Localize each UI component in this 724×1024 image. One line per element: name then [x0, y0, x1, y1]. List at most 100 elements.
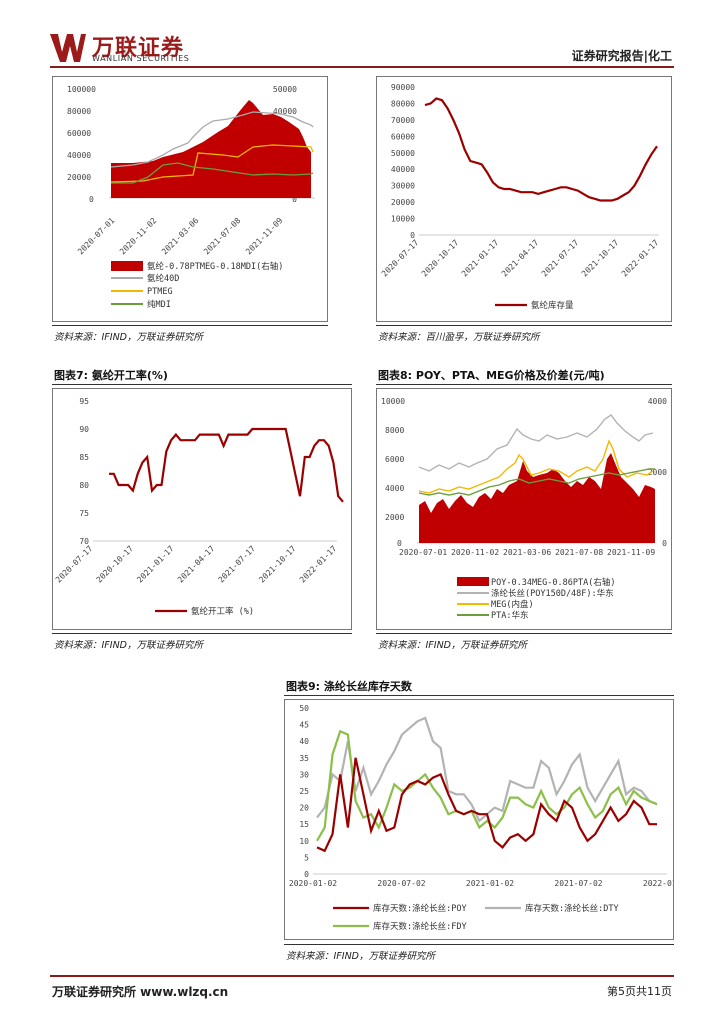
chart7-xtick: 2021-04-17 — [176, 544, 217, 585]
chart8-xtick: 2021-11-09 — [607, 548, 655, 557]
chart8-xtick: 2021-07-08 — [555, 548, 603, 557]
chart9-ytick: 50 — [299, 704, 309, 713]
chart8-panel: 10000 8000 6000 4000 2000 0 4000 2000 0 … — [376, 388, 672, 630]
chart5-xtick: 2021-07-08 — [202, 216, 243, 257]
chart7-ytick: 95 — [79, 397, 89, 406]
chart9-ytick: 20 — [299, 804, 309, 813]
chart9-ytick: 30 — [299, 770, 309, 779]
wanlian-logo-icon — [50, 34, 86, 62]
chart8-xtick: 2020-07-01 — [399, 548, 447, 557]
chart8-ytick-right: 2000 — [648, 468, 667, 477]
chart9-line-fdy — [316, 729, 658, 842]
chart5-xtick: 2021-11-09 — [244, 216, 285, 257]
chart7-xtick: 2020-10-17 — [95, 544, 136, 585]
chart8-svg: 10000 8000 6000 4000 2000 0 4000 2000 0 … — [381, 397, 667, 621]
chart7-ytick: 80 — [79, 481, 89, 490]
chart6-ytick: 40000 — [391, 165, 415, 174]
chart8-ytick-right: 4000 — [648, 397, 667, 406]
chart5-legend-item: 氨纶-0.78PTMEG-0.18MDI(右轴) — [147, 261, 283, 272]
chart9-ytick: 35 — [299, 754, 309, 763]
chart8-line-pta — [418, 468, 655, 496]
chart6-xtick: 2021-01-17 — [460, 238, 501, 279]
chart6-xtick: 2021-10-17 — [580, 238, 621, 279]
chart6-ytick: 60000 — [391, 132, 415, 141]
chart8-xtick: 2020-11-02 — [451, 548, 499, 557]
chart7-xtick: 2021-07-17 — [217, 544, 258, 585]
chart6-xtick: 2020-07-17 — [380, 238, 421, 279]
chart5-ytick-left: 0 — [89, 195, 94, 204]
chart9-ytick: 40 — [299, 737, 309, 746]
header-divider — [50, 66, 674, 68]
chart7-caption-line — [52, 384, 352, 385]
chart7-ytick: 70 — [79, 537, 89, 546]
brand-name-en: WANLIAN SECURITIES — [92, 54, 190, 63]
chart6-panel: 90000 80000 70000 60000 50000 40000 30000 20000… — [376, 76, 672, 322]
chart9-xtick: 2021-01-02 — [466, 879, 514, 888]
chart5-line-40d — [110, 111, 314, 168]
chart5-legend-item: 纯MDI — [147, 299, 171, 310]
chart5-ytick-left: 20000 — [67, 173, 91, 182]
chart5-ytick-left: 40000 — [67, 151, 91, 160]
chart5-spread-area — [111, 100, 311, 198]
chart5-xtick: 2020-07-01 — [76, 216, 117, 257]
chart9-ytick: 15 — [299, 820, 309, 829]
chart8-xtick: 2021-03-06 — [503, 548, 551, 557]
chart9-ytick: 45 — [299, 721, 309, 730]
chart9-line-poy — [316, 757, 657, 853]
chart5-line-ptmeg — [110, 144, 314, 183]
chart5-ytick-left: 80000 — [67, 107, 91, 116]
chart9-xtick: 2021-07-02 — [554, 879, 602, 888]
chart9-source: 资料来源：IFIND，万联证券研究所 — [286, 951, 435, 962]
chart6-svg: 90000 80000 70000 60000 50000 40000 30000 20000… — [380, 83, 661, 311]
chart9-xtick: 2022-01-02 — [643, 879, 673, 888]
chart8-legend-item: MEG(内盘) — [491, 599, 534, 610]
chart9-caption: 图表9: 涤纶长丝库存天数 — [286, 680, 412, 693]
chart8-caption: 图表8: POY、PTA、MEG价格及价差(元/吨) — [378, 369, 605, 382]
chart5-source-line — [52, 325, 328, 326]
footer-company: 万联证券研究所 www.wlzq.cn — [52, 985, 229, 999]
chart5-ytick-right: 40000 — [273, 107, 297, 116]
chart6-xtick: 2021-04-17 — [500, 238, 541, 279]
chart7-legend-item: 氨纶开工率 (%) — [191, 606, 254, 617]
chart8-source: 资料来源：IFIND，万联证券研究所 — [378, 640, 527, 651]
chart5-legend-swatch — [111, 261, 143, 271]
chart5-ytick-right: 0 — [292, 195, 297, 204]
chart7-source: 资料来源：IFIND，万联证券研究所 — [54, 640, 203, 651]
chart8-legend-item: PTA:华东 — [491, 610, 528, 621]
chart7-ytick: 90 — [79, 425, 89, 434]
chart5-ytick-right: 50000 — [273, 85, 297, 94]
chart7-xtick: 2021-10-17 — [257, 544, 298, 585]
chart7-panel: 95 90 85 80 75 70 2020-07-17 2020-10-17 2021-01… — [52, 388, 352, 630]
chart8-source-line — [376, 633, 672, 634]
chart9-source-line — [284, 944, 674, 945]
chart7-utilization-line — [109, 427, 344, 503]
chart6-legend-item: 氨纶库存量 — [531, 300, 574, 311]
chart8-caption-line — [376, 384, 672, 385]
chart8-ytick-left: 0 — [397, 539, 402, 548]
chart8-line-poy — [418, 414, 654, 472]
chart5-source: 资料来源：IFIND，万联证券研究所 — [54, 332, 203, 343]
chart5-xtick: 2021-03-06 — [160, 216, 201, 257]
chart6-ytick: 90000 — [391, 83, 415, 92]
chart7-xtick: 2021-01-17 — [135, 544, 176, 585]
chart6-xtick: 2021-07-17 — [540, 238, 581, 279]
chart7-svg: 95 90 85 80 75 70 2020-07-17 2020-10-17 2021-01… — [54, 397, 344, 617]
chart5-ytick-left: 60000 — [67, 129, 91, 138]
chart6-ytick: 0 — [410, 231, 415, 240]
chart8-spread-area — [419, 453, 655, 543]
chart9-ytick: 10 — [299, 837, 309, 846]
chart9-legend-item: 库存天数:涤纶长丝:POY — [373, 903, 467, 914]
chart7-ytick: 85 — [79, 453, 89, 462]
chart9-ytick: 0 — [304, 870, 309, 879]
chart9-ytick: 25 — [299, 787, 309, 796]
brand-name: 万联证券 — [92, 36, 185, 61]
chart5-legend-item: PTMEG — [147, 287, 173, 297]
chart5-ytick-left: 100000 — [67, 85, 96, 94]
chart8-ytick-left: 8000 — [385, 426, 404, 435]
chart9-ytick: 5 — [304, 853, 309, 862]
chart9-legend-item: 库存天数:涤纶长丝:FDY — [373, 921, 467, 932]
chart7-source-line — [52, 633, 352, 634]
chart8-legend-item: POY-0.34MEG-0.86PTA(右轴) — [491, 577, 615, 588]
footer-page-number: 第5页共11页 — [607, 985, 672, 998]
